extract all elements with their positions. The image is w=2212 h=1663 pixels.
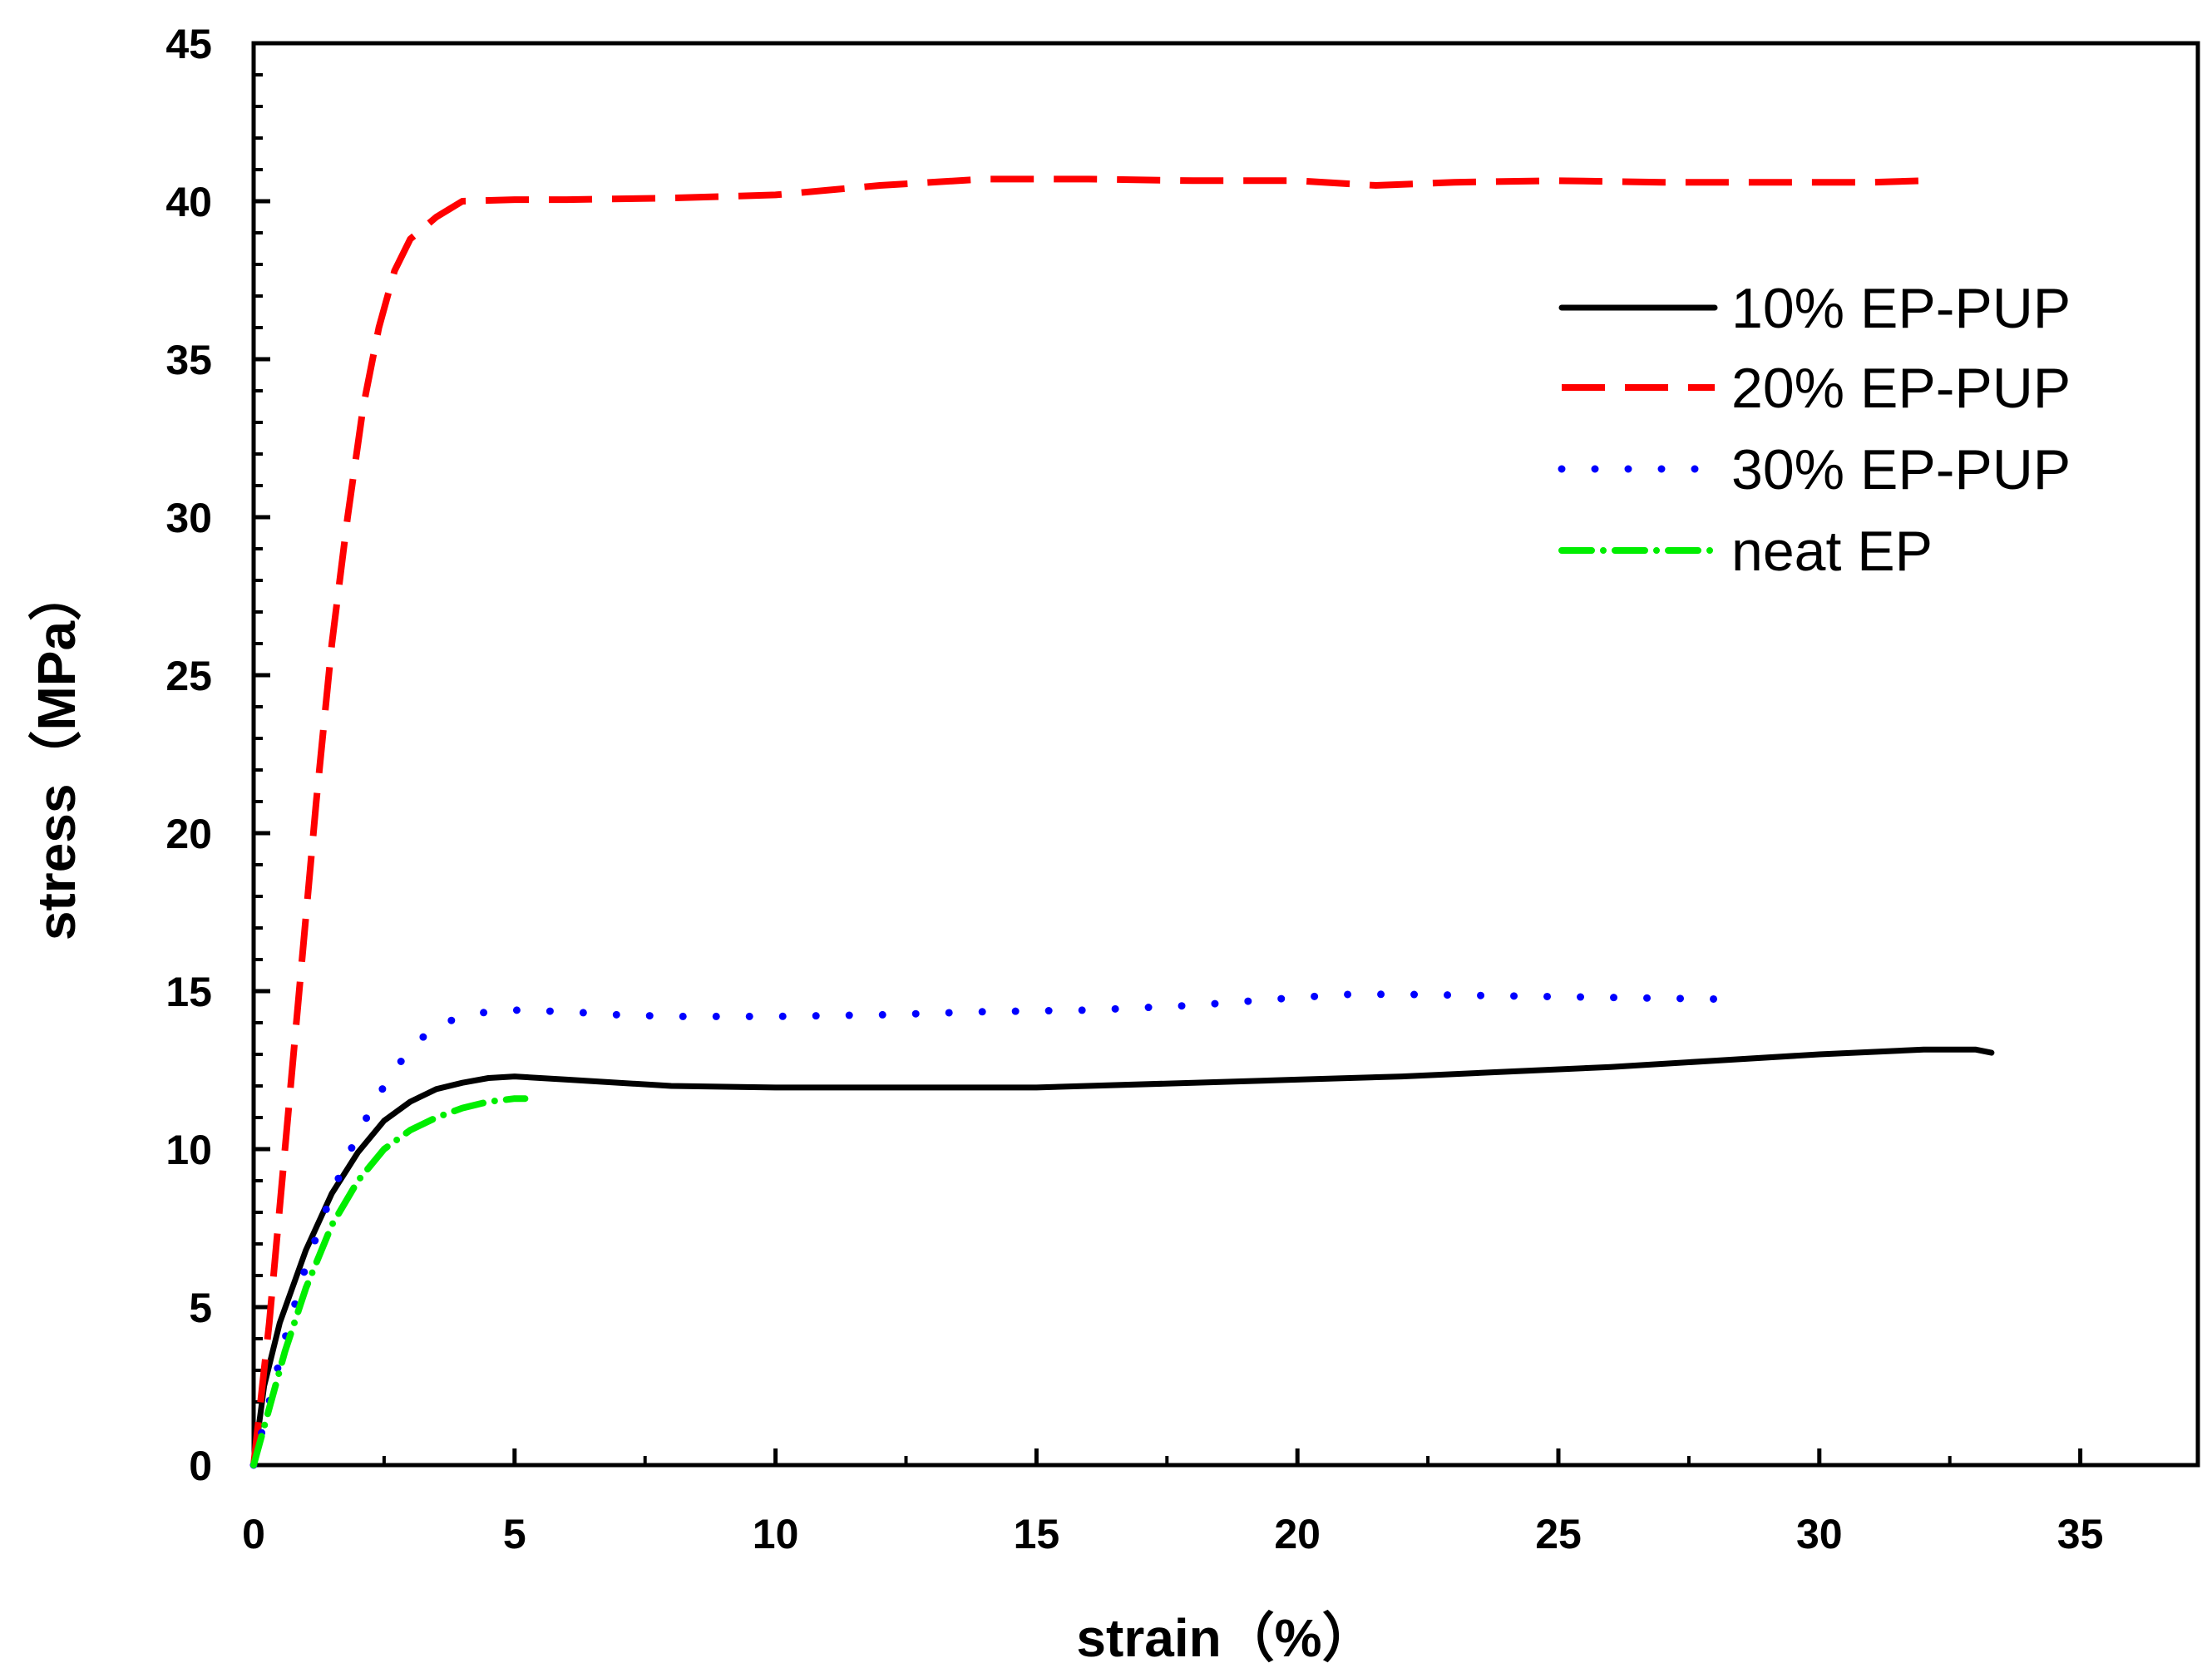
x-tick-label: 5 [503, 1511, 526, 1557]
x-tick-label: 0 [242, 1511, 265, 1557]
series-line-20-ep-pup [250, 175, 1924, 1466]
x-tick-label: 15 [1014, 1511, 1060, 1557]
series-line-30-ep-pup [249, 990, 1750, 1469]
legend-label: 30% EP-PUP [1731, 438, 2071, 501]
x-axis-ticks: 0 5 10 15 20 25 30 35 [242, 1448, 2103, 1557]
plot-frame [251, 41, 2200, 1468]
x-tick-label: 20 [1274, 1511, 1321, 1557]
x-axis-title: strain（%） [1076, 1608, 1375, 1663]
y-tick-label: 20 [165, 811, 212, 857]
y-tick-label: 45 [165, 21, 212, 67]
y-tick-label: 10 [165, 1127, 212, 1173]
series-line-neat-ep [250, 1095, 529, 1468]
legend-label: 10% EP-PUP [1731, 277, 2071, 340]
x-tick-label: 10 [753, 1511, 799, 1557]
series-line-10-ep-pup [250, 1046, 1995, 1468]
y-axis-ticks: 0 5 10 15 20 25 30 35 40 45 [165, 21, 270, 1489]
x-tick-label: 25 [1535, 1511, 1582, 1557]
y-tick-label: 30 [165, 495, 212, 541]
y-tick-label: 15 [165, 969, 212, 1015]
legend: 10% EP-PUP 20% EP-PUP 30% EP-PUP neat EP [1558, 277, 2071, 583]
y-tick-label: 35 [165, 337, 212, 383]
y-tick-label: 25 [165, 653, 212, 699]
legend-label: neat EP [1731, 520, 1933, 583]
data-series [249, 175, 1995, 1469]
legend-label: 20% EP-PUP [1731, 357, 2071, 420]
x-tick-label: 35 [2057, 1511, 2104, 1557]
y-axis-title: stress（MPa） [27, 568, 86, 940]
y-tick-label: 0 [189, 1443, 212, 1489]
y-tick-label: 40 [165, 179, 212, 225]
x-tick-label: 30 [1796, 1511, 1843, 1557]
y-tick-label: 5 [189, 1285, 212, 1331]
